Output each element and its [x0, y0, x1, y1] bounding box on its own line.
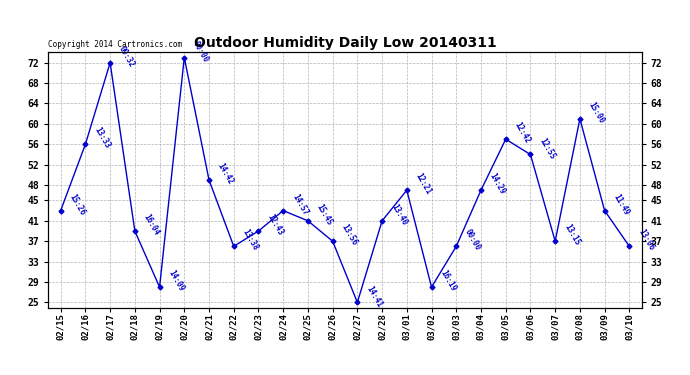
Text: 12:21: 12:21: [414, 172, 433, 196]
Text: 13:56: 13:56: [339, 223, 359, 248]
Text: 13:40: 13:40: [389, 202, 408, 227]
Text: 16:04: 16:04: [141, 213, 161, 237]
Text: 15:45: 15:45: [315, 202, 334, 227]
Text: 00:00: 00:00: [463, 228, 482, 252]
Text: 14:29: 14:29: [488, 172, 507, 196]
Text: 12:43: 12:43: [266, 213, 285, 237]
Text: 15:26: 15:26: [68, 192, 87, 217]
Text: 13:06: 13:06: [636, 228, 656, 252]
Text: 15:00: 15:00: [586, 100, 607, 125]
Text: Copyright 2014 Cartronics.com: Copyright 2014 Cartronics.com: [48, 40, 182, 49]
Text: 12:55: 12:55: [538, 136, 557, 160]
Text: 14:57: 14:57: [290, 192, 310, 217]
Title: Outdoor Humidity Daily Low 20140311: Outdoor Humidity Daily Low 20140311: [194, 36, 496, 50]
Text: 13:38: 13:38: [241, 228, 260, 252]
Text: 14:41: 14:41: [364, 284, 384, 309]
Text: 13:15: 13:15: [562, 223, 582, 248]
Text: 00:00: 00:00: [191, 39, 210, 64]
Text: 14:42: 14:42: [216, 162, 235, 186]
Text: 11:49: 11:49: [611, 192, 631, 217]
Text: 13:33: 13:33: [92, 126, 112, 150]
Text: 09:32: 09:32: [117, 44, 137, 69]
Text: 12:42: 12:42: [513, 121, 532, 146]
Text: Humidity  (%): Humidity (%): [571, 41, 640, 50]
Text: 16:19: 16:19: [438, 269, 458, 293]
Text: 14:09: 14:09: [166, 269, 186, 293]
